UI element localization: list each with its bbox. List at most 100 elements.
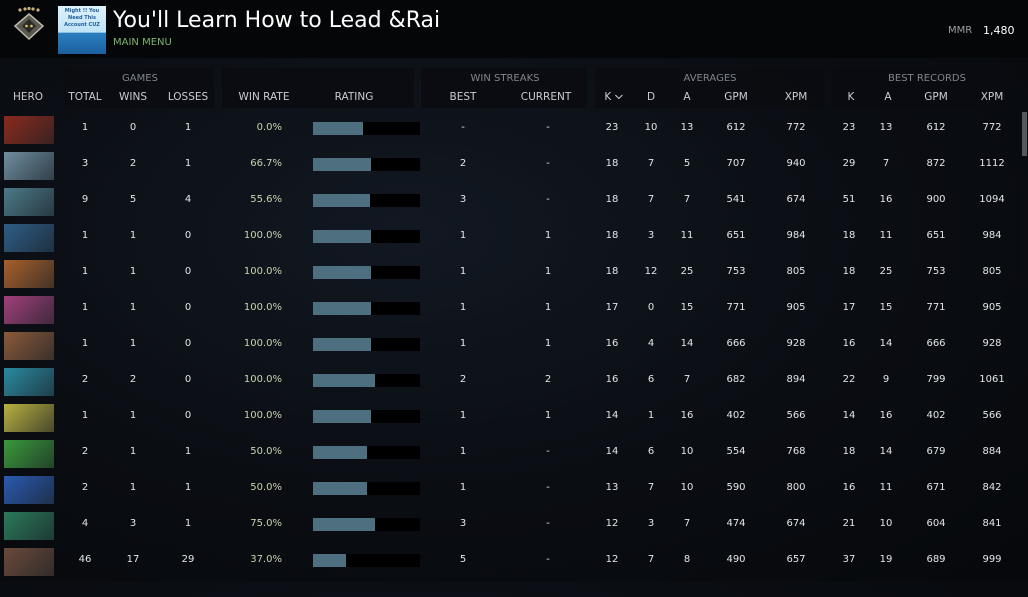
col-best-gpm[interactable]: GPM: [924, 91, 948, 103]
col-best-streak[interactable]: BEST: [449, 91, 477, 103]
col-best-xpm[interactable]: XPM: [980, 91, 1004, 103]
col-avg-xpm[interactable]: XPM: [784, 91, 808, 103]
streaks-group-header: WIN STREAKS: [470, 73, 540, 84]
table-row[interactable]: 1 0 1- -23 10 13 612 772 23 13 612 772 0.0%: [0, 116, 1020, 165]
rating-bar: [313, 194, 420, 207]
col-best-assists[interactable]: A: [884, 91, 892, 103]
table-row[interactable]: 1 1 0 1 1 14 1 16 402 566 14 16 402 566 100.0%: [0, 404, 1020, 453]
table-row[interactable]: 1 1 0 1 1 16 4 14 666 928 16 14 666 928 100.0%: [0, 332, 1020, 381]
win-rate-cell: 50.0%: [250, 446, 282, 457]
win-rate-cell: 100.0%: [243, 266, 282, 277]
best-gpm-cell: 666: [926, 338, 946, 349]
best-kills-cell: 29: [842, 158, 856, 169]
best-gpm-cell: 900: [926, 194, 946, 205]
avg-gpm-cell: 707: [726, 158, 746, 169]
table-row[interactable]: 1 1 0 1 1 18 3 11 651 984 18 11 651 984 100.0%: [0, 224, 1020, 273]
avg-assists-cell: 7: [683, 518, 691, 529]
table-row[interactable]: 1 1 0 1 1 17 0 15 771 905 17 15 771 905 100.0%: [0, 296, 1020, 345]
best-streak-cell: 1: [459, 230, 467, 241]
win-rate-cell: 55.6%: [250, 194, 282, 205]
current-streak-cell: 1: [544, 302, 552, 313]
main-menu-link[interactable]: MAIN MENU: [113, 37, 172, 48]
col-current-streak[interactable]: CURRENT: [520, 91, 572, 103]
wins-cell: 1: [129, 338, 137, 349]
hero-portrait[interactable]: [4, 476, 54, 504]
table-row[interactable]: 46 17 29 5 - 12 7 8 490 657 37 19 689 999 37.0%: [0, 548, 1020, 597]
current-streak-cell: -: [546, 554, 550, 565]
col-wins[interactable]: WINS: [119, 91, 147, 103]
best-xpm-cell: 1112: [979, 158, 1005, 169]
current-streak-cell: -: [546, 518, 550, 529]
current-streak-cell: 1: [544, 230, 552, 241]
avg-assists-cell: 10: [680, 446, 694, 457]
avg-kills-cell: 12: [605, 554, 619, 565]
rating-bar-fill: [313, 374, 376, 387]
avg-kills-cell: 17: [605, 302, 619, 313]
avg-assists-cell: 7: [683, 374, 691, 385]
best-xpm-cell: 805: [982, 266, 1002, 277]
best-gpm-cell: 753: [926, 266, 946, 277]
table-row[interactable]: 9 5 4 3 - 18 7 7 541 674 51 16 900 1094 55.6%: [0, 188, 1020, 237]
avg-deaths-cell: 4: [647, 338, 655, 349]
total-games-cell: 1: [81, 410, 89, 421]
col-best-kills[interactable]: K: [847, 91, 855, 103]
avg-kills-cell: 18: [605, 230, 619, 241]
total-games-cell: 46: [78, 554, 92, 565]
hero-portrait[interactable]: [4, 188, 54, 216]
total-games-cell: 2: [81, 482, 89, 493]
col-win-rate[interactable]: WIN RATE: [238, 91, 290, 103]
col-losses[interactable]: LOSSES: [167, 91, 209, 103]
rating-bar: [313, 302, 420, 315]
col-rating[interactable]: RATING: [334, 91, 374, 103]
table-row[interactable]: 1 1 0 1 1 18 12 25 753 805 18 25 753 805 100.0%: [0, 260, 1020, 309]
losses-cell: 0: [184, 338, 192, 349]
wins-cell: 2: [129, 158, 137, 169]
total-games-cell: 2: [81, 446, 89, 457]
hero-portrait[interactable]: [4, 116, 54, 144]
avg-xpm-cell: 772: [786, 122, 806, 133]
avg-xpm-cell: 566: [786, 410, 806, 421]
best-xpm-cell: 1061: [979, 374, 1005, 385]
hero-portrait[interactable]: [4, 260, 54, 288]
hero-portrait[interactable]: [4, 548, 54, 576]
wins-cell: 1: [129, 446, 137, 457]
rating-bar-fill: [313, 266, 371, 279]
wins-cell: 1: [129, 410, 137, 421]
hero-portrait[interactable]: [4, 440, 54, 468]
best-xpm-cell: 566: [982, 410, 1002, 421]
avg-deaths-cell: 7: [647, 554, 655, 565]
table-row[interactable]: 2 2 0 2 2 16 6 7 682 894 22 9 799 1061 100.0%: [0, 368, 1020, 417]
avg-xpm-cell: 894: [786, 374, 806, 385]
hero-portrait[interactable]: [4, 512, 54, 540]
col-total[interactable]: TOTAL: [68, 91, 102, 103]
hero-portrait[interactable]: [4, 152, 54, 180]
table-row[interactable]: 3 2 1 2 - 18 7 5 707 940 29 7 872 1112 66.7%: [0, 152, 1020, 201]
hero-portrait[interactable]: [4, 224, 54, 252]
col-avg-gpm[interactable]: GPM: [724, 91, 748, 103]
best-gpm-cell: 402: [926, 410, 946, 421]
losses-cell: 1: [184, 518, 192, 529]
hero-portrait[interactable]: [4, 368, 54, 396]
best-kills-cell: 37: [842, 554, 856, 565]
scrollbar[interactable]: [1022, 112, 1027, 156]
hero-portrait[interactable]: [4, 332, 54, 360]
avatar[interactable]: Might !! You Need This Account CUZ: [58, 6, 106, 54]
col-avg-deaths[interactable]: D: [646, 91, 656, 103]
best-kills-cell: 18: [842, 266, 856, 277]
table-row[interactable]: 4 3 1 3 - 12 3 7 474 674 21 10 604 841 75.0%: [0, 512, 1020, 561]
losses-cell: 1: [184, 446, 192, 457]
losses-cell: 0: [184, 266, 192, 277]
table-row[interactable]: 2 1 1 1 - 14 6 10 554 768 18 14 679 884 50.0%: [0, 440, 1020, 489]
hero-portrait[interactable]: [4, 296, 54, 324]
col-avg-kills[interactable]: K: [604, 91, 623, 103]
rating-bar-fill: [313, 230, 371, 243]
table-row[interactable]: 2 1 1 1-13 7 10 590 800 16 11 671 842 50.0%: [0, 476, 1020, 525]
losses-cell: 0: [184, 374, 192, 385]
avg-xpm-cell: 657: [786, 554, 806, 565]
hero-portrait[interactable]: [4, 404, 54, 432]
profile-name: You'll Learn How to Lead &Rai: [113, 8, 441, 33]
win-rate-cell: 75.0%: [250, 518, 282, 529]
col-hero[interactable]: HERO: [12, 91, 44, 103]
col-avg-assists[interactable]: A: [683, 91, 691, 103]
best-gpm-cell: 689: [926, 554, 946, 565]
